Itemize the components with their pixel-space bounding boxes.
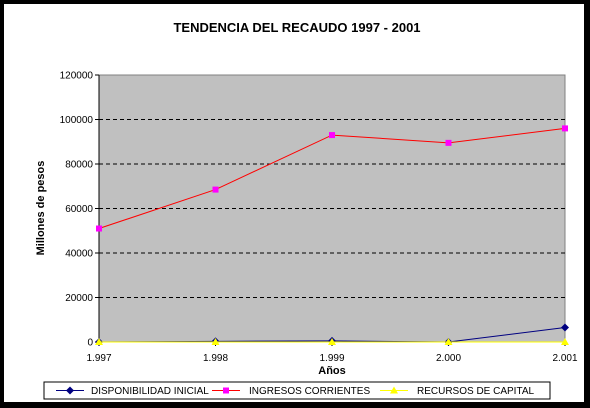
- legend-swatch-marker: [66, 386, 74, 395]
- x-tick-label: 1.999: [319, 353, 344, 364]
- y-tick-labels: 0 20000 40000 60000 80000 100000 120000: [60, 71, 94, 349]
- x-tick-label: 1.998: [203, 353, 228, 364]
- y-tick-label: 20000: [65, 293, 93, 304]
- legend: DISPONIBILIDAD INICIAL INGRESOS CORRIENTE…: [43, 381, 551, 400]
- x-tick-label: 2.001: [552, 353, 577, 364]
- chart-title: TENDENCIA DEL RECAUDO 1997 - 2001: [173, 20, 420, 35]
- legend-item: DISPONIBILIDAD INICIAL: [56, 386, 209, 397]
- legend-swatch-marker: [223, 387, 229, 394]
- y-tick-label: 100000: [60, 115, 94, 126]
- legend-label: DISPONIBILIDAD INICIAL: [91, 386, 209, 397]
- series-point: [96, 225, 102, 232]
- series-point: [445, 139, 452, 146]
- series-point: [561, 338, 569, 345]
- series-point: [211, 338, 220, 345]
- y-tick-label: 60000: [65, 204, 93, 215]
- legend-item: INGRESOS CORRIENTES: [212, 386, 370, 397]
- x-tick-label: 2.000: [436, 353, 461, 364]
- x-tick-label: 1.997: [86, 353, 111, 364]
- legend-item: RECURSOS DE CAPITAL: [380, 386, 534, 397]
- series-point: [562, 125, 568, 132]
- series-layer: [95, 125, 569, 346]
- series-2: [96, 125, 568, 232]
- chart-svg: TENDENCIA DEL RECAUDO 1997 - 2001 0 20000…: [35, 20, 578, 400]
- series-3: [95, 338, 569, 345]
- legend-swatch-marker: [390, 386, 398, 394]
- legend-label: RECURSOS DE CAPITAL: [417, 386, 534, 397]
- y-tick-label: 0: [87, 338, 93, 349]
- series-point: [212, 186, 219, 193]
- y-tick-label: 80000: [65, 160, 93, 171]
- x-tick-labels: 1.997 1.998 1.999 2.000 2.001: [86, 342, 578, 364]
- legend-label: INGRESOS CORRIENTES: [249, 386, 370, 397]
- series-point: [561, 323, 569, 332]
- series-point: [328, 338, 336, 345]
- y-axis-label: Millones de pesos: [35, 161, 47, 256]
- series-point: [329, 132, 335, 139]
- y-tick-label: 120000: [60, 71, 94, 82]
- y-tick-label: 40000: [65, 249, 93, 260]
- x-axis-label: Años: [318, 365, 346, 377]
- chart-frame: TENDENCIA DEL RECAUDO 1997 - 2001 0 20000…: [3, 3, 585, 403]
- series-point: [444, 338, 453, 345]
- legend-box: [43, 381, 551, 400]
- series-point: [95, 338, 103, 345]
